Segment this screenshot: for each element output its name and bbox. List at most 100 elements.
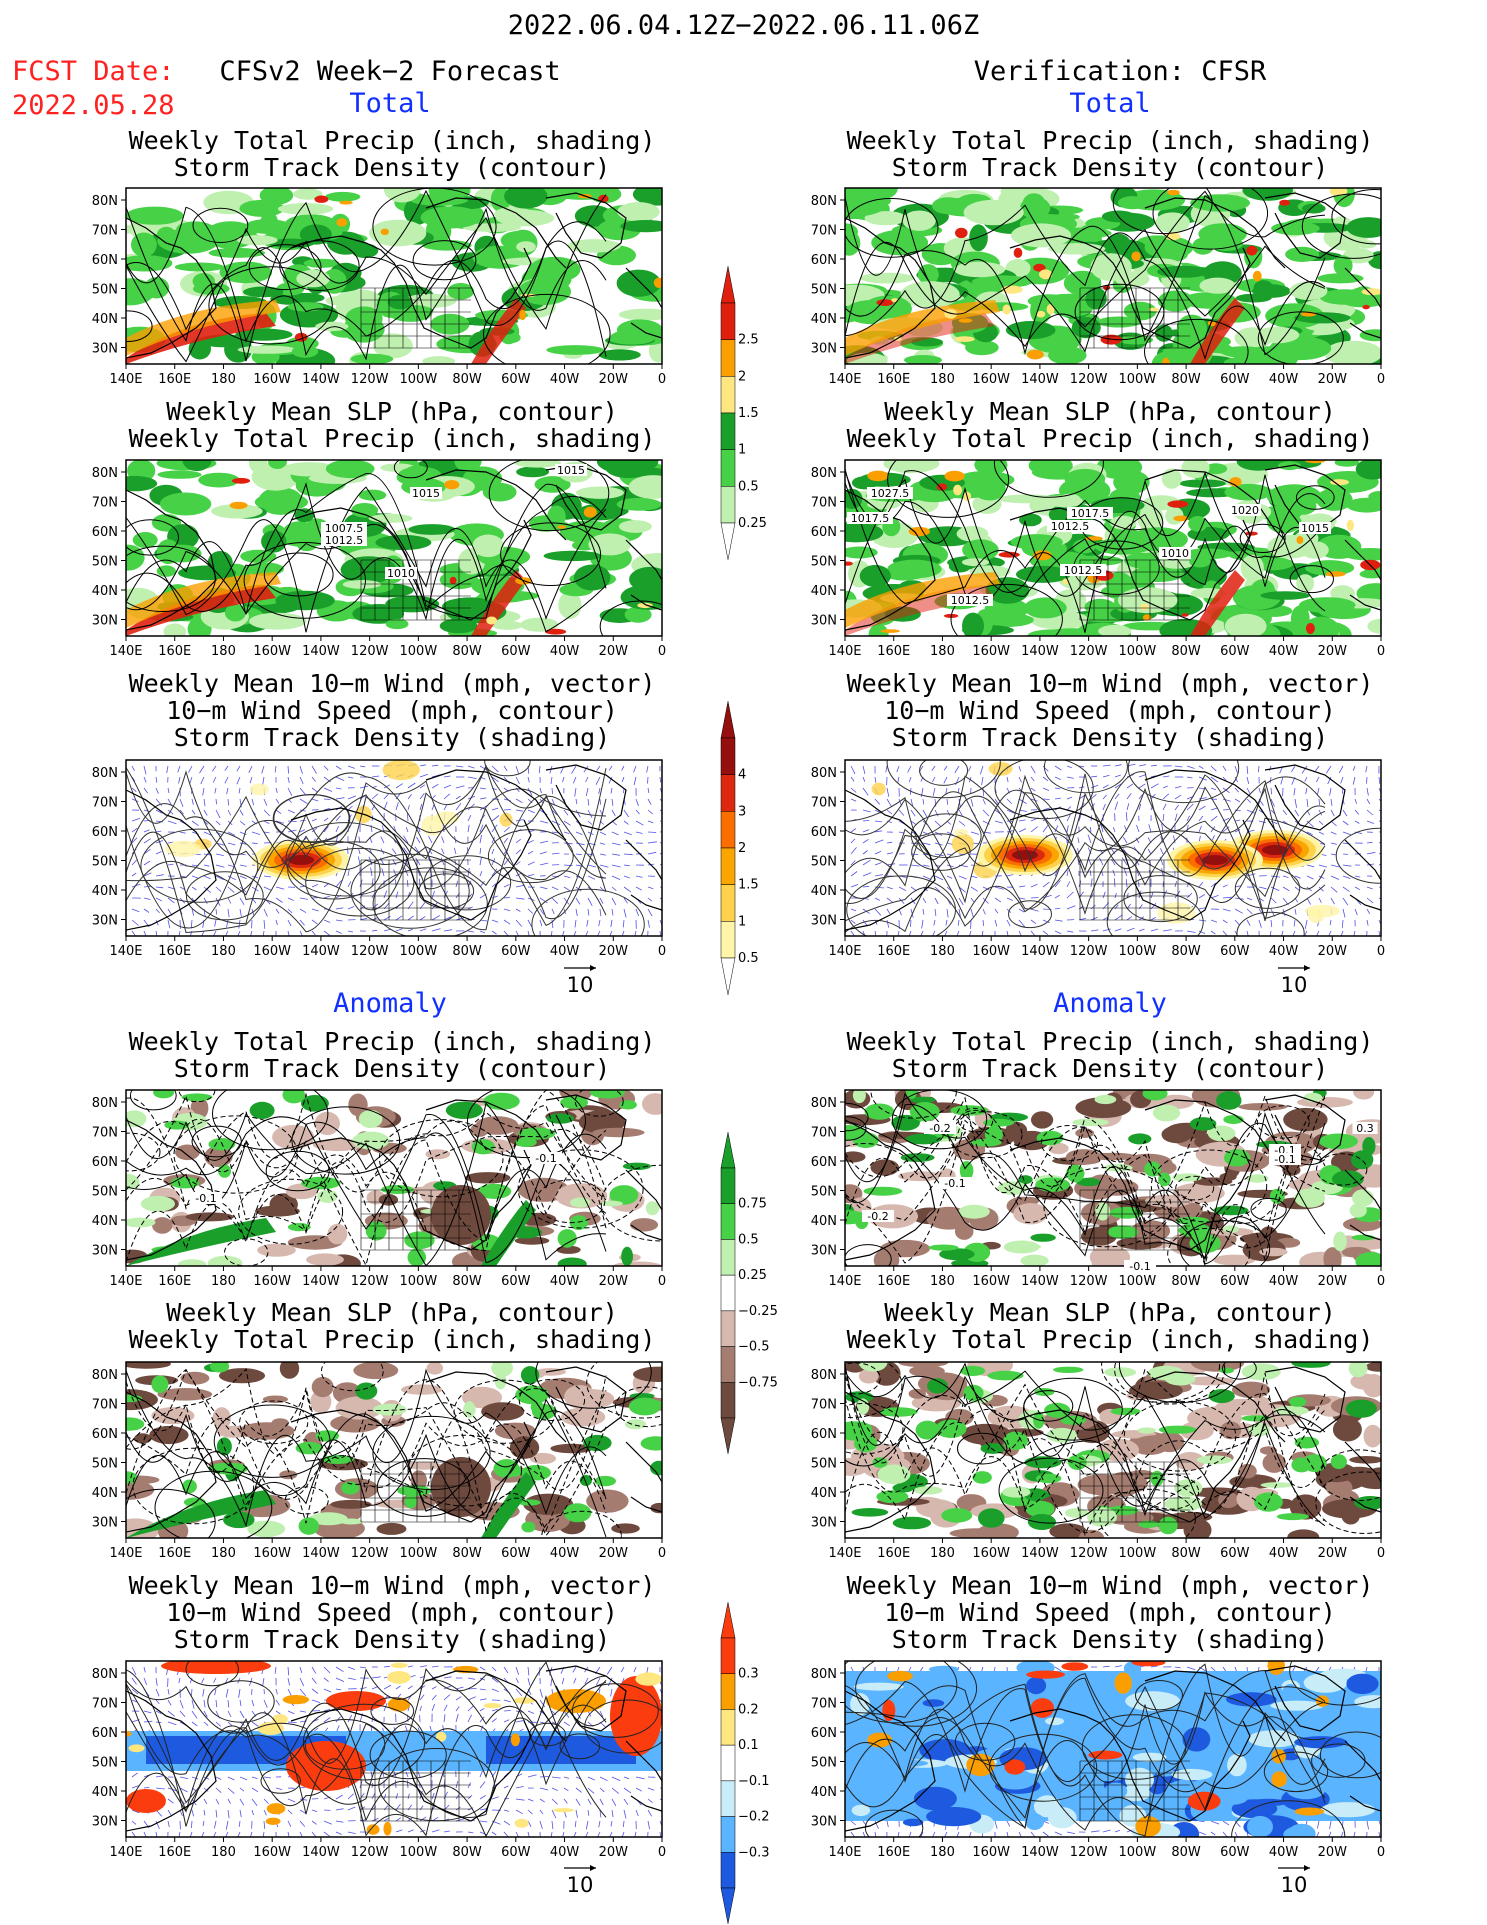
- wind-vector: [515, 765, 520, 775]
- contour-line: [572, 1683, 659, 1738]
- wind-vector: [275, 820, 285, 824]
- shading-cell: [908, 526, 930, 537]
- shading-cell: [557, 1229, 577, 1248]
- wind-vector: [407, 793, 412, 800]
- lon-label: 100W: [400, 1845, 438, 1860]
- shading-cell: [153, 1090, 175, 1099]
- shading-cell: [953, 484, 962, 496]
- wind-vector: [143, 787, 149, 794]
- contour-line: [126, 1398, 607, 1538]
- shading-cell: [335, 1396, 383, 1420]
- shading-cell: [1142, 1090, 1168, 1101]
- wind-vector: [1234, 919, 1240, 926]
- wind-vector: [1354, 820, 1360, 824]
- wind-vector: [611, 875, 621, 880]
- wind-vector: [179, 1787, 188, 1793]
- coastline: [1344, 1441, 1381, 1483]
- wind-vector: [1066, 870, 1069, 877]
- contour-line: [1331, 189, 1381, 245]
- wind-vector: [440, 857, 445, 866]
- wind-vector: [982, 798, 986, 805]
- shading-cell: [449, 576, 457, 585]
- wind-vector: [275, 919, 278, 926]
- wind-vector: [407, 880, 409, 888]
- shading-cell: [1005, 321, 1056, 340]
- wind-vector: [1066, 881, 1071, 888]
- wind-vector: [1102, 803, 1106, 811]
- wind-vector: [623, 809, 629, 818]
- shading-cell: [351, 243, 379, 258]
- coastline: [425, 197, 567, 269]
- wind-vector: [225, 930, 229, 936]
- wind-vector: [215, 1798, 220, 1805]
- wind-vector: [1378, 897, 1381, 900]
- wind-vector: [311, 1831, 317, 1837]
- wind-vector: [143, 908, 150, 913]
- shading-cell: [1162, 357, 1170, 364]
- wind-vector: [587, 864, 597, 868]
- map-frame: [125, 1089, 663, 1267]
- wind-vector: [251, 1699, 255, 1707]
- shading-cell: [523, 1493, 574, 1515]
- shading-cell: [211, 504, 263, 519]
- shading-cell: [248, 460, 268, 474]
- wind-vector: [275, 1710, 281, 1715]
- wind-vector: [622, 919, 625, 928]
- wind-vector: [1090, 916, 1098, 921]
- shading-cell: [1367, 1467, 1381, 1483]
- map-frame: [844, 1361, 1382, 1539]
- wind-vector: [503, 908, 511, 912]
- wind-vector: [610, 1688, 613, 1697]
- wind-vector: [561, 1677, 565, 1685]
- wind-vector: [143, 1666, 146, 1673]
- map-frame: [844, 459, 1382, 637]
- wind-vector: [1138, 803, 1142, 811]
- shading-cell: [1223, 1225, 1239, 1233]
- panel-title-fcst-total-wind: Weekly Mean 10−m Wind (mph, vector) 10−m …: [128, 669, 656, 752]
- wind-vector: [527, 930, 530, 936]
- shading-cell: [515, 1137, 537, 1147]
- wind-vector: [431, 804, 435, 811]
- lon-label: 80W: [1171, 372, 1201, 387]
- shading-cell: [1279, 199, 1290, 206]
- contour-line: [845, 1102, 869, 1132]
- lon-label: 140W: [302, 1845, 340, 1860]
- wind-vector: [1330, 798, 1333, 806]
- coastline: [1349, 594, 1381, 611]
- wind-vector: [467, 1696, 476, 1701]
- lon-label: 160E: [877, 1274, 910, 1289]
- shading-cell: [954, 1222, 974, 1240]
- wind-vector: [551, 852, 560, 855]
- wind-vector: [143, 897, 151, 900]
- coastline: [425, 769, 567, 841]
- shading-cell: [569, 1215, 588, 1231]
- lat-label: 40N: [92, 1486, 118, 1501]
- wind-vector: [920, 930, 924, 936]
- contour-line: [126, 194, 607, 363]
- wind-vector: [443, 1685, 452, 1690]
- shading-cell: [1208, 1389, 1235, 1404]
- shading-cell: [608, 332, 655, 345]
- wind-vector: [383, 793, 389, 800]
- wind-vector: [910, 919, 912, 927]
- wind-vector: [659, 1787, 662, 1789]
- wind-vector: [1162, 775, 1170, 778]
- contour-line: [126, 189, 607, 362]
- wind-vector: [419, 764, 426, 767]
- lon-label: 100W: [400, 1546, 438, 1561]
- wind-vector: [455, 765, 464, 768]
- shading-cell: [1363, 1424, 1381, 1448]
- lon-label: 40W: [1269, 1546, 1299, 1561]
- wind-vector: [155, 919, 159, 926]
- shading-cell: [1107, 1225, 1138, 1239]
- shading-cell: [287, 302, 324, 312]
- wind-vector: [1114, 878, 1116, 888]
- contour-line: [1144, 318, 1249, 364]
- wind-vector: [1258, 809, 1264, 814]
- wind-vector: [1330, 842, 1337, 845]
- wind-vector: [598, 919, 601, 927]
- shading-cell: [1343, 548, 1381, 561]
- contour-line: [126, 1090, 607, 1266]
- wind-vector: [1186, 930, 1196, 933]
- lat-label: 30N: [811, 914, 837, 929]
